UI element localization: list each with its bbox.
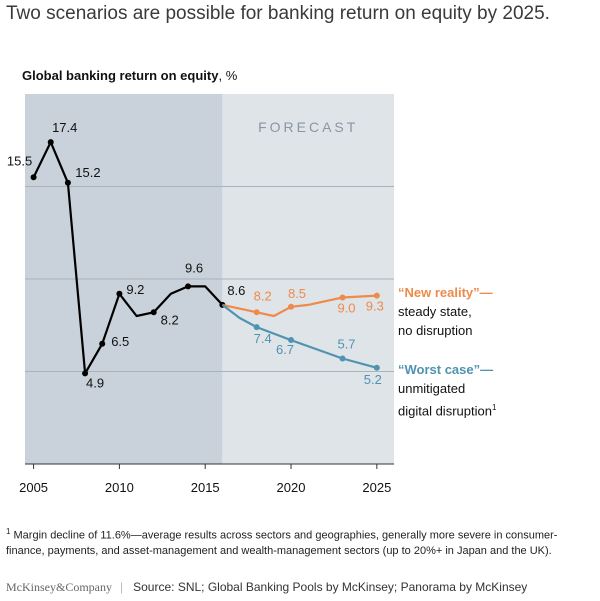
new_reality-data-label: 9.3 <box>366 299 384 314</box>
history-point <box>150 309 157 316</box>
legend-new-reality-name: “New reality”— <box>398 285 493 300</box>
history-data-label: 17.4 <box>52 120 77 135</box>
history-data-label: 6.5 <box>111 334 129 349</box>
legend-worst-case-line2-wrap: digital disruption1 <box>398 398 496 420</box>
worst_case-line <box>221 304 378 369</box>
history-point <box>185 283 192 290</box>
footnote-text: Margin decline of 11.6%—average results … <box>6 529 558 557</box>
worst_case-data-label: 5.2 <box>364 372 382 387</box>
legend-worst-case-line2: digital disruption <box>398 403 492 419</box>
x-tick-label: 2010 <box>105 480 134 495</box>
chart-title: Global banking return on equity, % <box>22 68 237 83</box>
new_reality-point <box>288 303 295 310</box>
worst_case-point <box>373 364 380 371</box>
history-data-label: 15.5 <box>7 153 32 168</box>
legend-worst-case-name: “Worst case”— <box>398 362 494 377</box>
footnote-marker: 1 <box>6 527 11 536</box>
new_reality-data-label: 8.5 <box>288 286 306 301</box>
history-point <box>30 174 37 181</box>
new_reality-data-label: 8.2 <box>254 288 272 303</box>
history-data-label: 9.6 <box>185 260 203 275</box>
history-point <box>47 139 54 146</box>
new_reality-point <box>339 294 346 301</box>
history-data-label: 9.2 <box>126 282 144 297</box>
history-data-label: 8.2 <box>161 312 179 327</box>
chart-title-unit: , % <box>218 68 238 83</box>
footer-separator: | <box>120 580 124 594</box>
source-note: Source: SNL; Global Banking Pools by McK… <box>133 580 528 594</box>
history-data-label: 8.6 <box>227 283 245 298</box>
worst_case-data-label: 6.7 <box>276 342 294 357</box>
footnote: 1 Margin decline of 11.6%—average result… <box>6 524 594 559</box>
legend-new-reality-line1: steady state, <box>398 304 472 319</box>
x-tick-label: 2015 <box>191 480 220 495</box>
worst_case-data-label: 5.7 <box>337 337 355 352</box>
new_reality-data-label: 9.0 <box>337 301 355 316</box>
history-data-label: 4.9 <box>86 375 104 390</box>
legend-worst-case-line1: unmitigated <box>398 381 466 396</box>
worst_case-point <box>339 355 346 362</box>
legend-new-reality: “New reality”— steady state, no disrupti… <box>398 283 493 340</box>
worst_case-point <box>253 324 260 331</box>
worst_case-point <box>288 337 295 344</box>
chart-headline: Two scenarios are possible for banking r… <box>6 3 550 24</box>
x-tick-label: 2025 <box>362 480 391 495</box>
history-point <box>82 370 89 377</box>
footer: McKinsey&Company | Source: SNL; Global Ban… <box>6 580 594 595</box>
worst_case-data-label: 7.4 <box>254 331 272 346</box>
chart-title-text: Global banking return on equity <box>22 68 219 83</box>
new_reality-point <box>253 309 260 316</box>
x-tick-label: 2005 <box>19 480 48 495</box>
x-tick-label: 2020 <box>277 480 306 495</box>
legend-worst-case: “Worst case”— unmitigated digital disrup… <box>398 360 496 420</box>
roe-line-chart: 2005 2010 2015 2020 2025 FORECAST 15.5 17.4 15.2… <box>7 94 394 495</box>
history-point <box>99 340 106 347</box>
legend-worst-case-footnote-marker: 1 <box>491 403 497 412</box>
history-data-label: 15.2 <box>75 165 100 180</box>
history-point <box>116 290 123 297</box>
forecast-label: FORECAST <box>258 119 358 135</box>
mckinsey-logo: McKinsey&Company <box>6 580 112 594</box>
legend-new-reality-line2: no disruption <box>398 323 473 338</box>
new_reality-point <box>373 292 380 299</box>
history-point <box>64 179 71 186</box>
